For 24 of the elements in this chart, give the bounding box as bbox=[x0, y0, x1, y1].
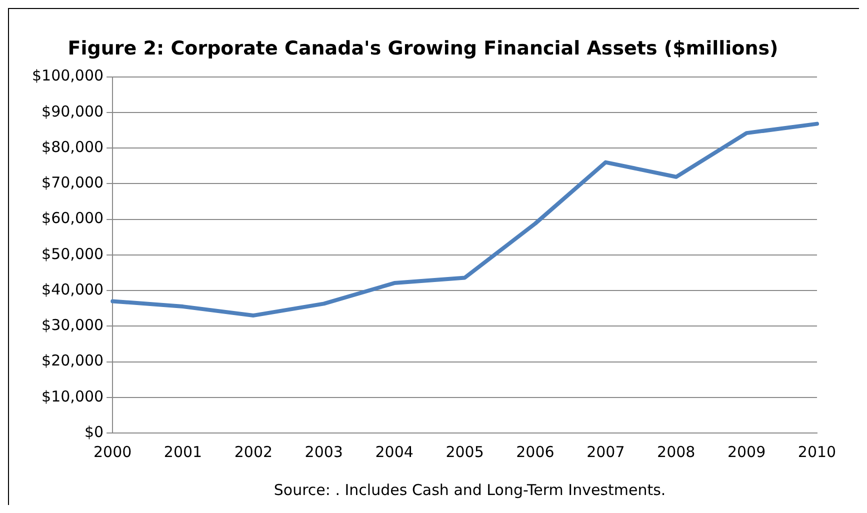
x-tick-label: 2002 bbox=[234, 442, 273, 461]
x-tick-label: 2010 bbox=[798, 442, 836, 461]
x-tick-label: 2004 bbox=[375, 442, 414, 461]
x-tick-label: 2008 bbox=[657, 442, 696, 461]
x-tick-label: 2000 bbox=[93, 442, 132, 461]
chart-title: Figure 2: Corporate Canada's Growing Financial Assets ($millions) bbox=[68, 37, 778, 60]
x-tick-label: 2005 bbox=[446, 442, 484, 461]
x-tick-label: 2007 bbox=[586, 442, 625, 461]
y-tick-label: $40,000 bbox=[42, 280, 104, 298]
y-tick-label: $0 bbox=[84, 422, 104, 441]
y-tick-label: $80,000 bbox=[42, 138, 104, 156]
x-tick-label: 2003 bbox=[304, 442, 343, 461]
y-tick-label: $10,000 bbox=[42, 387, 104, 406]
y-tick-label: $50,000 bbox=[42, 244, 104, 263]
y-tick-label: $60,000 bbox=[42, 209, 104, 228]
y-tick-label: $20,000 bbox=[42, 352, 104, 370]
y-tick-label: $70,000 bbox=[42, 174, 104, 192]
x-tick-label: 2009 bbox=[727, 442, 766, 461]
x-tick-label: 2001 bbox=[164, 442, 202, 461]
source-note: Source: . Includes Cash and Long-Term Investments. bbox=[274, 481, 666, 499]
y-tick-label: $90,000 bbox=[42, 102, 104, 120]
y-tick-label: $100,000 bbox=[32, 66, 104, 85]
y-tick-label: $30,000 bbox=[42, 316, 104, 334]
x-tick-label: 2006 bbox=[516, 442, 554, 461]
